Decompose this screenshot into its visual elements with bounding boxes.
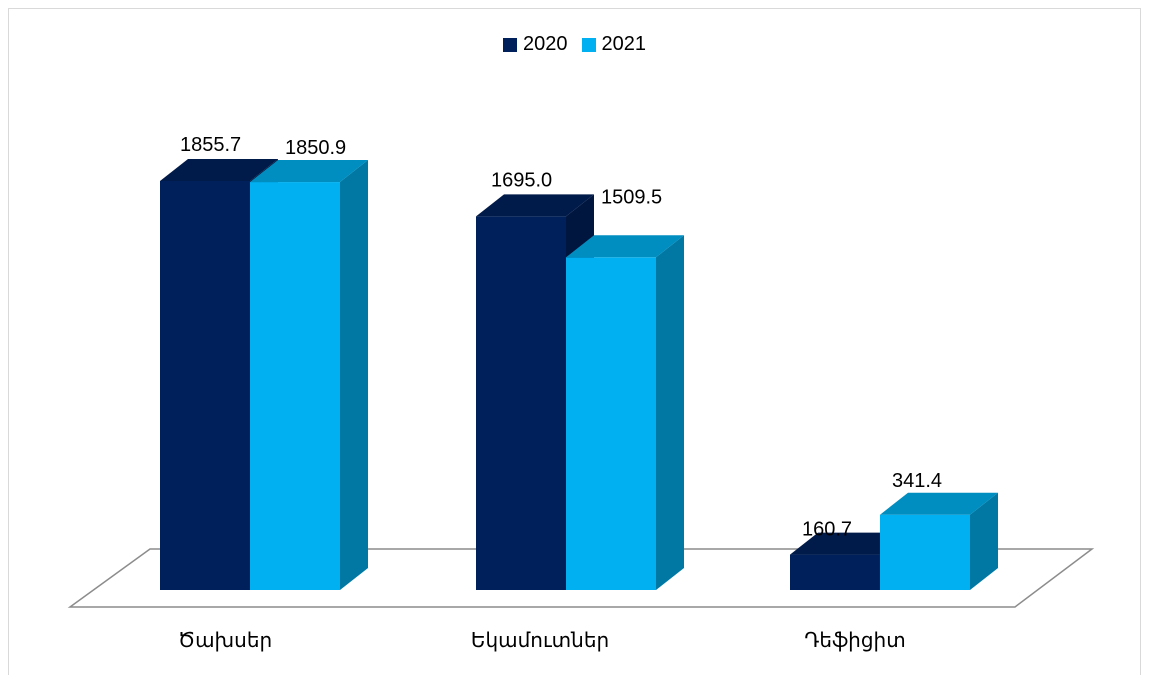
legend-swatch-2021 bbox=[581, 37, 596, 52]
legend-label-2021: 2021 bbox=[601, 33, 647, 55]
bar-front bbox=[790, 554, 880, 590]
category-label-3: Դեֆիցիտ bbox=[804, 630, 905, 652]
category-label-2: Եկամուտներ bbox=[471, 630, 609, 652]
bar-2021-1 bbox=[250, 160, 368, 590]
legend-swatch-2020 bbox=[503, 37, 517, 52]
bar-top bbox=[250, 160, 368, 183]
bar-top bbox=[566, 235, 684, 258]
labels-layer: 1855.7 1850.9 1695.0 1509.5 160.7 341.4 Ծախսեր… bbox=[178, 134, 942, 652]
legend-item-2021: 2021 bbox=[581, 33, 647, 56]
value-label-2021-1: 1850.9 bbox=[285, 137, 346, 159]
bar-top bbox=[476, 194, 594, 217]
bar-front bbox=[250, 182, 340, 590]
bar-front bbox=[566, 257, 656, 590]
bar-side bbox=[656, 235, 684, 591]
legend: 2020 2021 bbox=[0, 33, 1149, 56]
value-label-2020-3: 160.7 bbox=[802, 519, 852, 541]
bar-2021-2 bbox=[566, 235, 684, 591]
value-label-2020-1: 1855.7 bbox=[180, 134, 241, 156]
bar-top bbox=[790, 532, 908, 555]
bar-2021-3 bbox=[880, 492, 998, 590]
value-label-2021-2: 1509.5 bbox=[601, 186, 662, 208]
legend-item-2020: 2020 bbox=[503, 33, 568, 56]
value-label-2020-2: 1695.0 bbox=[491, 169, 552, 191]
chart-border bbox=[8, 8, 1141, 675]
value-label-2021-3: 341.4 bbox=[892, 470, 942, 492]
bar-top bbox=[160, 159, 278, 181]
bar-side bbox=[970, 492, 998, 590]
bar-front bbox=[476, 216, 566, 590]
category-label-1: Ծախսեր bbox=[178, 630, 272, 652]
legend-label-2020: 2020 bbox=[523, 33, 568, 55]
bars-layer bbox=[160, 159, 998, 591]
bar-top bbox=[880, 492, 998, 515]
bar-front bbox=[160, 181, 250, 590]
bar-front bbox=[880, 514, 970, 590]
bar-side bbox=[340, 160, 368, 590]
